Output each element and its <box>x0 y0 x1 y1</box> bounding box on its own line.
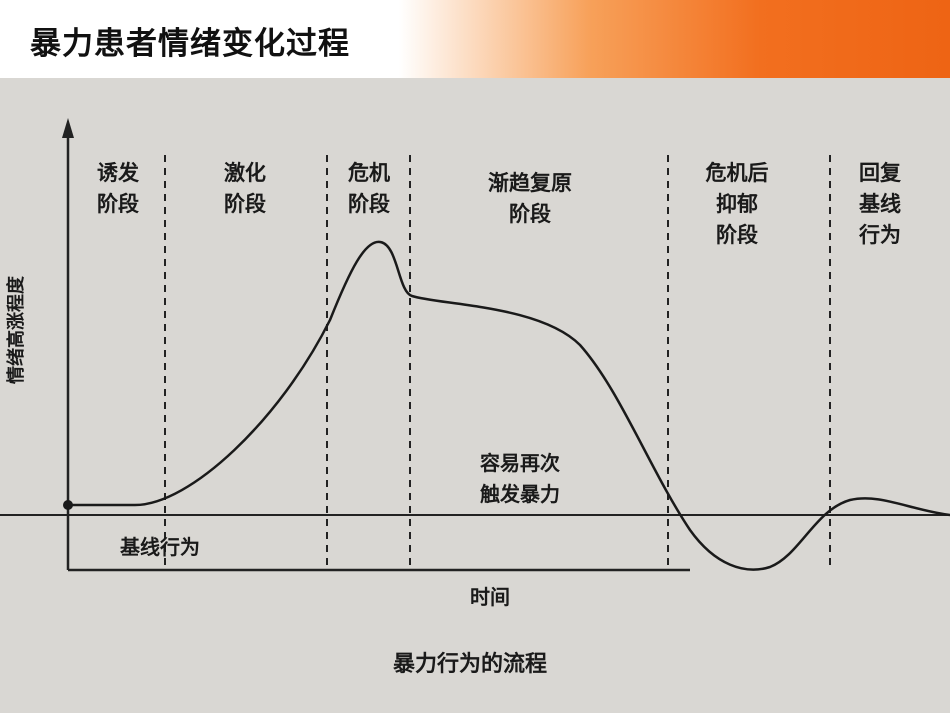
x-axis-label: 时间 <box>470 585 510 609</box>
slide-title: 暴力患者情绪变化过程 <box>30 26 350 62</box>
start-dot <box>63 500 73 510</box>
phase-label: 危机 <box>348 161 390 185</box>
phase-dividers <box>164 155 831 570</box>
phase-label: 激化 <box>224 161 266 185</box>
phase-label: 阶段 <box>348 192 390 216</box>
annotation: 基线行为 <box>120 535 200 559</box>
caption: 暴力行为的流程 <box>392 651 547 677</box>
phase-label: 渐趋复原 <box>488 171 572 195</box>
phase-label: 抑郁 <box>716 192 758 216</box>
phase-label: 回复 <box>859 161 902 185</box>
diagram: 诱发 阶段 激化 阶段 危机 阶段 渐趋复原 阶段 危机后 抑郁 阶段 回复 基… <box>0 78 950 713</box>
phase-label: 行为 <box>858 223 901 247</box>
annotation: 触发暴力 <box>480 482 560 506</box>
phase-label: 阶段 <box>97 192 139 216</box>
phase-label: 诱发 <box>97 161 140 185</box>
emotion-curve <box>68 240 950 571</box>
header-bar: 暴力患者情绪变化过程 <box>0 0 950 78</box>
phase-label: 阶段 <box>509 202 551 226</box>
y-axis-label: 情绪高涨程度 <box>5 275 27 384</box>
phase-label: 危机后 <box>706 161 769 185</box>
annotation: 容易再次 <box>480 451 560 475</box>
phase-label: 基线 <box>859 192 901 216</box>
phase-label: 阶段 <box>716 223 758 247</box>
phase-label: 阶段 <box>224 192 266 216</box>
photo-background <box>0 78 950 713</box>
y-axis-arrow <box>62 118 74 138</box>
